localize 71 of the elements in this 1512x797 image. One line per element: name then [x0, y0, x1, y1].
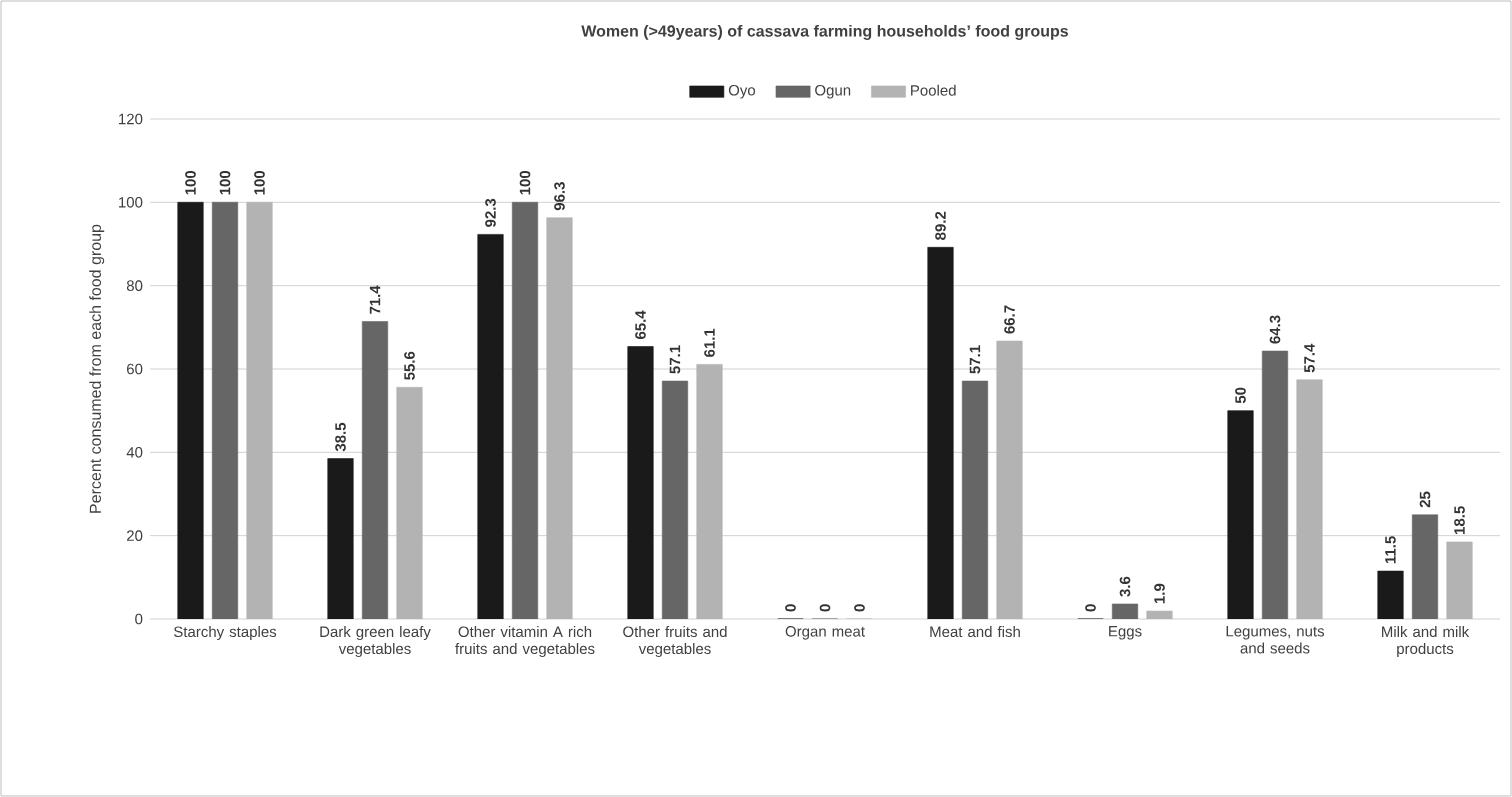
data-label: 0	[819, 604, 831, 612]
data-label: 100	[219, 170, 231, 195]
x-tick-label: Milk and milk products	[1382, 626, 1470, 658]
bar	[246, 202, 273, 619]
legend-label: Oyo	[728, 84, 756, 99]
data-label: 0	[854, 604, 865, 612]
data-label: 100	[185, 170, 196, 195]
data-label: 55.6	[404, 351, 415, 380]
data-label: 57.1	[969, 345, 981, 374]
x-tick-label: Other vitamin A rich fruits and vegetables	[455, 626, 595, 658]
x-tick-label: Dark green leafy vegetables	[320, 626, 431, 658]
y-tick-label: 40	[126, 447, 143, 458]
bar	[627, 346, 654, 619]
data-label: 25	[1419, 491, 1431, 508]
data-label: 96.3	[554, 182, 565, 211]
x-tick-label: Starchy staples	[174, 626, 277, 641]
y-tick-label: 20	[127, 530, 143, 541]
bar	[511, 202, 539, 619]
data-label: 18.5	[1454, 506, 1465, 534]
legend-label: Ogun	[815, 84, 851, 99]
data-label: 64.3	[1269, 315, 1281, 344]
bar	[1296, 379, 1323, 619]
bar	[177, 202, 204, 619]
y-tick-label: 0	[135, 613, 143, 625]
x-tick-label: Legumes, nuts and seeds	[1226, 626, 1325, 654]
data-label: 38.5	[335, 422, 346, 452]
data-label: 92.3	[485, 198, 496, 227]
bar	[361, 321, 389, 619]
bar	[927, 247, 954, 619]
data-label: 100	[254, 170, 265, 195]
bar	[1227, 410, 1254, 619]
bar	[1261, 350, 1289, 619]
data-label: 1.9	[1154, 583, 1165, 604]
data-label: 0	[1085, 604, 1096, 612]
bar	[396, 387, 423, 619]
data-label: 66.7	[1004, 305, 1015, 334]
bar	[1111, 603, 1139, 619]
bar	[996, 340, 1023, 619]
bar	[1146, 610, 1173, 619]
bar	[546, 217, 573, 619]
data-label: 3.6	[1119, 576, 1131, 597]
bar	[1411, 514, 1439, 619]
data-label: 100	[519, 170, 531, 195]
data-label: 0	[785, 604, 796, 612]
x-tick-label: Other fruits and vegetables	[623, 626, 727, 658]
bar	[661, 380, 689, 619]
data-label: 50	[1235, 387, 1246, 404]
y-tick-label: 100	[119, 197, 143, 208]
bar	[1446, 541, 1473, 619]
data-label: 57.4	[1304, 343, 1315, 373]
y-tick-label: 80	[126, 280, 143, 291]
legend-label: Pooled	[911, 84, 956, 96]
y-tick-label: 120	[119, 113, 143, 125]
chart-title: Women (>49years) of cassava farming households’ food groups	[581, 24, 1069, 40]
bar	[696, 364, 723, 619]
bar	[211, 202, 239, 619]
x-tick-label: Meat and fish	[930, 626, 1020, 638]
data-label: 71.4	[369, 285, 381, 314]
data-label: 89.2	[935, 211, 946, 240]
bar	[477, 234, 504, 619]
bar	[327, 458, 354, 619]
y-axis-title: Percent consumed from each food group	[89, 224, 105, 513]
y-tick-label: 60	[127, 363, 143, 375]
x-tick-label: Organ meat	[785, 626, 865, 640]
data-label: 57.1	[669, 345, 681, 374]
bar	[1377, 570, 1404, 619]
data-label: 61.1	[704, 328, 715, 357]
x-tick-label: Eggs	[1109, 626, 1142, 640]
data-label: 65.4	[635, 310, 646, 339]
data-label: 11.5	[1385, 536, 1396, 564]
bar	[961, 380, 989, 619]
